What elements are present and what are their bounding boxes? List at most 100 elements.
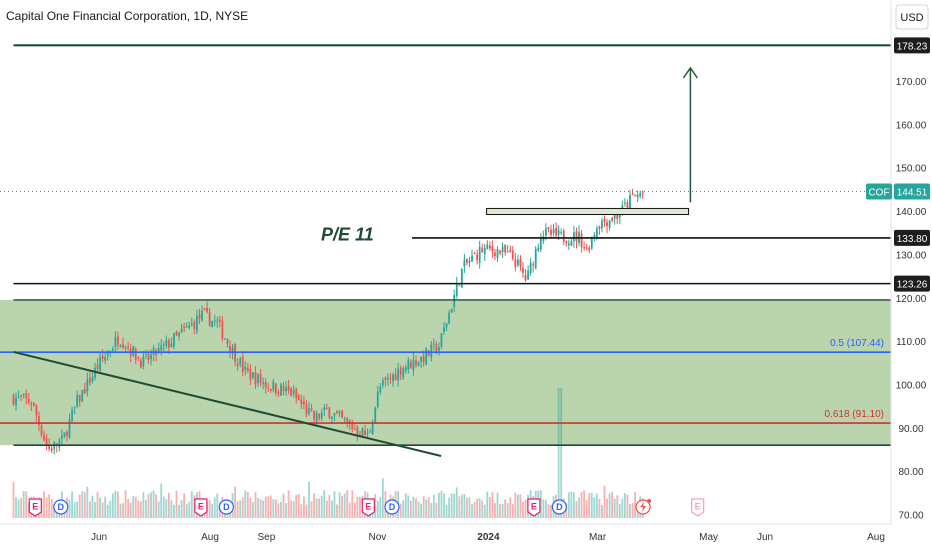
candle-body <box>211 320 214 328</box>
volume-bar <box>292 501 295 518</box>
time-tick-label: Aug <box>201 532 219 543</box>
volume-bar <box>43 491 45 518</box>
candle-body <box>463 259 466 267</box>
volume-bar <box>608 493 611 518</box>
candle-body <box>341 410 344 418</box>
candle-body <box>252 372 254 378</box>
candle-body <box>435 344 438 353</box>
candle-body <box>162 344 165 346</box>
volume-bar <box>613 498 616 518</box>
volume-bar <box>486 491 489 518</box>
candle-body <box>351 422 354 430</box>
candle-body <box>478 246 481 263</box>
candle-body <box>119 344 122 347</box>
candle-body <box>608 220 611 228</box>
candle-body <box>455 283 458 296</box>
volume-bar <box>488 497 491 518</box>
candle-body <box>537 247 540 251</box>
volume-bar <box>376 500 379 518</box>
candle-body <box>394 374 397 381</box>
price-tag-label: 133.80 <box>897 234 928 245</box>
volume-bar <box>539 490 542 518</box>
candle-body <box>557 230 560 235</box>
candle-body <box>290 387 293 396</box>
candle-body <box>539 238 542 250</box>
time-axis[interactable] <box>0 524 891 550</box>
volume-bar <box>119 503 122 518</box>
volume-bar <box>626 494 629 518</box>
candle-body <box>280 384 282 396</box>
symbol-tag-label: COF <box>868 187 889 198</box>
candle-body <box>122 344 124 348</box>
volume-bar <box>519 494 522 518</box>
volume-bar <box>399 503 402 518</box>
candle-body <box>73 406 76 408</box>
volume-bar <box>601 504 603 518</box>
volume-bar <box>432 494 435 518</box>
volume-bar <box>106 504 109 518</box>
candle-body <box>580 233 583 248</box>
volume-bar <box>575 501 578 518</box>
volume-bar <box>239 500 242 518</box>
candle-body <box>629 195 631 210</box>
candle-body <box>527 270 529 280</box>
candle-body <box>323 407 326 411</box>
volume-bar <box>511 503 514 518</box>
volume-bar <box>91 495 94 518</box>
candle-body <box>318 413 321 419</box>
price-tick-label: 100.00 <box>896 380 927 391</box>
volume-bar <box>440 490 443 518</box>
volume-bar <box>585 500 588 518</box>
candle-body <box>623 202 626 204</box>
candle-body <box>58 440 61 448</box>
candle-body <box>195 316 198 331</box>
candle-body <box>66 431 68 437</box>
volume-bar <box>300 504 303 518</box>
earnings-marker-label: E <box>531 502 537 512</box>
volume-bar <box>134 496 137 518</box>
volume-bar <box>249 497 252 518</box>
candle-body <box>432 343 435 345</box>
volume-bar <box>257 498 259 518</box>
candle-body <box>50 448 53 451</box>
price-axis[interactable] <box>891 0 932 550</box>
price-tag <box>894 275 930 292</box>
candle-body <box>634 194 636 196</box>
candle-body <box>601 220 603 229</box>
volume-bar <box>379 496 382 518</box>
candle-body <box>224 338 226 340</box>
candle-body <box>295 388 298 398</box>
candle-body <box>68 419 71 438</box>
candle-body <box>488 245 491 249</box>
volume-bar <box>150 492 152 518</box>
volume-bar <box>506 503 509 518</box>
candle-body <box>519 258 522 267</box>
volume-bar <box>509 497 512 518</box>
volume-bar <box>560 388 563 518</box>
candle-body <box>389 378 392 380</box>
earnings-marker <box>361 498 375 517</box>
currency-button[interactable] <box>895 4 929 30</box>
candle-body <box>562 230 565 242</box>
candle-body <box>300 399 303 405</box>
volume-bar <box>208 500 211 518</box>
candle-body <box>142 356 145 367</box>
volume-bar <box>348 502 351 518</box>
volume-bar <box>516 494 519 518</box>
price-tags: 178.23 133.80 123.26 COF 144.51 <box>866 37 930 292</box>
fib-level-label: 0.5 (107.44) <box>830 338 884 349</box>
price-axis-labels: 170.00 160.00 150.00 140.00 130.00 120.00 110.… <box>896 77 927 522</box>
volume-bar <box>606 498 608 518</box>
candle-body <box>25 393 28 398</box>
candle-body <box>486 244 489 250</box>
candle-body <box>76 395 79 407</box>
volume-bar <box>420 503 422 518</box>
candle-body <box>483 247 486 255</box>
candle-body <box>114 337 117 347</box>
candle-body <box>366 432 369 434</box>
candle-body <box>440 333 443 347</box>
volume-bar <box>183 493 186 518</box>
volume-bar <box>341 495 344 518</box>
candle-body <box>175 331 178 335</box>
